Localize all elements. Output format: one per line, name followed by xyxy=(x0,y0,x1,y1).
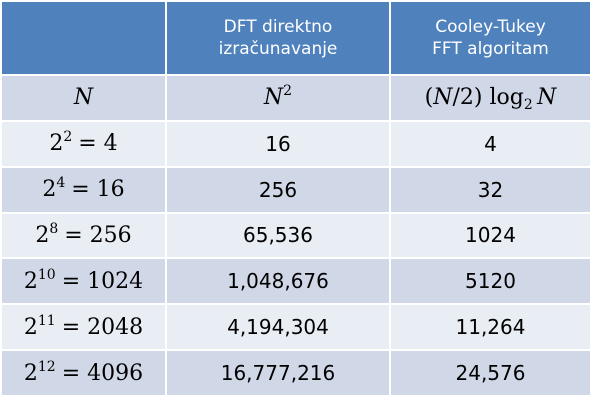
header-dft: DFT direktno izračunavanje xyxy=(165,0,391,76)
dft-ops-cell: 4,194,304 xyxy=(165,303,391,352)
fft-ops-cell: 5120 xyxy=(389,257,592,306)
fft-comparison-table: DFT direktno izračunavanje Cooley-Tukey … xyxy=(0,0,592,397)
n-value-cell: 24 = 16 xyxy=(0,165,167,214)
table-row: 24 = 16 256 32 xyxy=(0,165,592,214)
dft-ops-cell: 16,777,216 xyxy=(165,349,391,397)
table-row: 210 = 1024 1,048,676 5120 xyxy=(0,257,592,306)
dft-ops-cell: 1,048,676 xyxy=(165,257,391,306)
header-dft-line2: izračunavanje xyxy=(218,39,338,59)
table-row: 212 = 4096 16,777,216 24,576 xyxy=(0,349,592,397)
n-value-cell: 211 = 2048 xyxy=(0,303,167,352)
fft-ops-cell: 24,576 xyxy=(389,349,592,397)
dft-ops-cell: 256 xyxy=(165,165,391,214)
formula-n-squared: N2 xyxy=(165,74,391,122)
header-fft: Cooley-Tukey FFT algoritam xyxy=(389,0,592,76)
fft-ops-cell: 1024 xyxy=(389,211,592,260)
header-row: DFT direktno izračunavanje Cooley-Tukey … xyxy=(0,0,592,76)
n-value-cell: 210 = 1024 xyxy=(0,257,167,306)
n-value-cell: 28 = 256 xyxy=(0,211,167,260)
header-fft-line1: Cooley-Tukey xyxy=(435,17,546,37)
formula-n: N xyxy=(0,74,167,122)
dft-ops-cell: 65,536 xyxy=(165,211,391,260)
header-dft-line1: DFT direktno xyxy=(223,17,333,37)
fft-ops-cell: 32 xyxy=(389,165,592,214)
n-value-cell: 212 = 4096 xyxy=(0,349,167,397)
fft-ops-cell: 11,264 xyxy=(389,303,592,352)
fft-ops-cell: 4 xyxy=(389,119,592,168)
header-empty-cell xyxy=(0,0,167,76)
n-value-cell: 22 = 4 xyxy=(0,119,167,168)
table-row: 211 = 2048 4,194,304 11,264 xyxy=(0,303,592,352)
header-fft-line2: FFT algoritam xyxy=(432,39,549,59)
formula-row: N N2 (N/2) log2 N xyxy=(0,74,592,122)
table-row: 22 = 4 16 4 xyxy=(0,119,592,168)
formula-fft-complexity: (N/2) log2 N xyxy=(389,74,592,122)
dft-ops-cell: 16 xyxy=(165,119,391,168)
table-row: 28 = 256 65,536 1024 xyxy=(0,211,592,260)
